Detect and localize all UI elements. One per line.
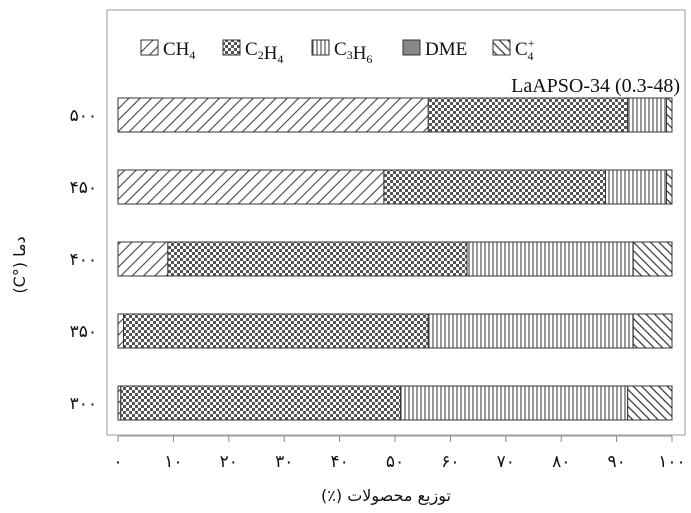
- legend-swatch-CH4: [140, 39, 159, 56]
- x-tick-label: ۶۰: [441, 452, 459, 472]
- bar-C3H6-0: [627, 97, 667, 133]
- x-tick-label: ۰: [113, 452, 122, 472]
- x-axis-title: توزیع محصولات (٪): [321, 486, 451, 506]
- bar-C2H4-0: [427, 97, 629, 133]
- bar-C2H4-3: [123, 313, 429, 349]
- y-tick-label: ۳۰۰: [70, 394, 97, 414]
- bar-C3H6-1: [605, 169, 667, 205]
- x-tick-label: ۲۰: [220, 452, 238, 472]
- legend-label-CH4: CH4: [163, 39, 195, 62]
- bar-C4+-1: [665, 169, 673, 205]
- legend-swatch-C2H4: [222, 39, 241, 56]
- bar-CH4-1: [117, 169, 385, 205]
- legend-label-C4+: C+ 4: [515, 36, 535, 63]
- legend-swatch-C3H6: [311, 39, 330, 56]
- legend: CH4 C2H4 C3H6 DME C+ 4: [140, 36, 535, 66]
- y-tick-labels: ۵۰۰ ۴۵۰ ۴۰۰ ۳۵۰ ۳۰۰: [70, 106, 97, 414]
- annotation: LaAPSO-34 (0.3-48): [511, 75, 680, 97]
- y-tick-label: ۴۰۰: [70, 250, 97, 270]
- bar-C3H6-3: [427, 313, 634, 349]
- bars: [117, 97, 673, 421]
- bar-C4+-4: [627, 385, 673, 421]
- legend-swatch-C4+: [492, 39, 511, 56]
- x-tick-label: ۸۰: [552, 452, 570, 472]
- bar-C4+-3: [632, 313, 673, 349]
- legend-label-DME: DME: [425, 39, 467, 60]
- bar-C3H6-4: [400, 385, 629, 421]
- plot-frame: [106, 9, 686, 436]
- x-tick-label: ۱۰۰: [658, 452, 685, 472]
- y-axis-title: دما (°C): [10, 236, 29, 293]
- x-tick-label: ۴۰: [330, 452, 348, 472]
- bar-C2H4-1: [383, 169, 607, 205]
- bar-C2H4-2: [167, 241, 468, 277]
- bar-CH4-3: [117, 313, 125, 349]
- bar-C3H6-2: [466, 241, 634, 277]
- bar-C2H4-4: [120, 385, 402, 421]
- bar-CH4-2: [117, 241, 169, 277]
- y-tick-label: ۴۵۰: [70, 178, 97, 198]
- x-tick-label: ۵۰: [386, 452, 404, 472]
- y-tick-label: ۳۵۰: [70, 322, 97, 342]
- x-tick-labels: ۰ ۱۰ ۲۰ ۳۰ ۴۰ ۵۰ ۶۰ ۷۰ ۸۰ ۹۰ ۱۰۰: [113, 436, 686, 472]
- y-tick-label: ۵۰۰: [70, 106, 97, 126]
- bar-CH4-0: [117, 97, 429, 133]
- x-tick-label: ۷۰: [497, 452, 515, 472]
- legend-swatch-DME: [402, 39, 421, 56]
- x-tick-label: ۳۰: [275, 452, 293, 472]
- x-tick-label: ۱۰: [164, 452, 182, 472]
- bar-C4+-0: [665, 97, 673, 133]
- legend-label-C2H4: C2H4: [245, 39, 283, 66]
- legend-label-C3H6: C3H6: [334, 39, 372, 66]
- bar-C4+-2: [632, 241, 673, 277]
- x-tick-label: ۹۰: [607, 452, 625, 472]
